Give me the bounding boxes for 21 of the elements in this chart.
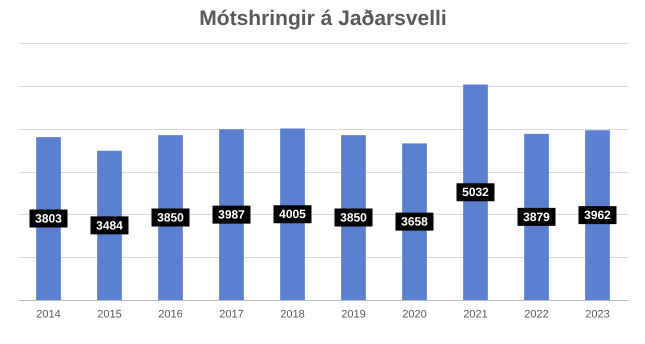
data-label: 3879 bbox=[523, 210, 550, 224]
data-label: 3850 bbox=[157, 210, 184, 225]
x-tick-label: 2015 bbox=[97, 308, 122, 320]
data-label: 3803 bbox=[35, 212, 62, 226]
chart-title: Mótshringir á Jaðarsvelli bbox=[199, 7, 447, 30]
data-label: 4005 bbox=[279, 207, 306, 222]
data-label: 3658 bbox=[401, 214, 428, 229]
data-label: 5032 bbox=[462, 185, 490, 200]
data-label: 3962 bbox=[584, 208, 612, 222]
x-tick-label: 2019 bbox=[341, 308, 366, 320]
x-tick-label: 2021 bbox=[463, 308, 488, 320]
x-tick-label: 2022 bbox=[524, 308, 549, 320]
data-label: 3850 bbox=[340, 210, 368, 225]
x-tick-label: 2020 bbox=[402, 308, 427, 320]
x-tick-label: 2018 bbox=[280, 308, 305, 320]
x-tick-label: 2014 bbox=[36, 308, 61, 320]
x-tick-label: 2017 bbox=[219, 308, 244, 320]
x-tick-label: 2016 bbox=[158, 308, 183, 320]
x-tick-label: 2023 bbox=[585, 308, 610, 320]
data-label: 3484 bbox=[96, 218, 124, 232]
data-label: 3987 bbox=[218, 208, 246, 222]
